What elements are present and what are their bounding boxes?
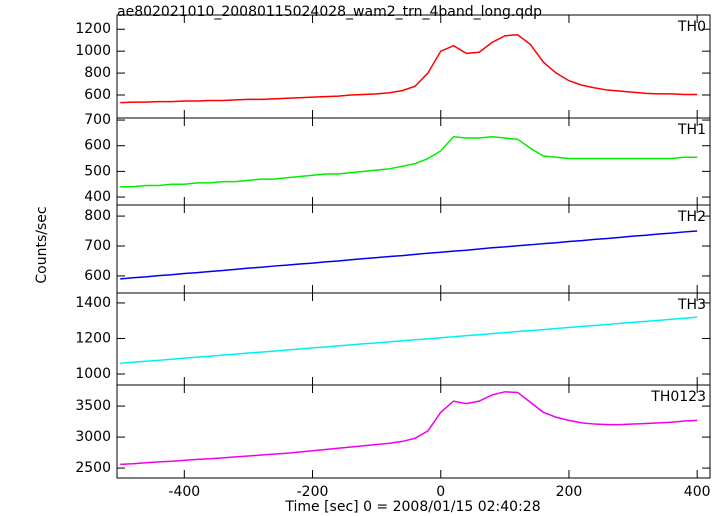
x-tick-label: 0 (436, 484, 445, 500)
series-label: TH2 (677, 209, 706, 225)
series-label: TH3 (677, 297, 706, 313)
y-tick-label: 800 (84, 65, 111, 81)
y-tick-label: 600 (84, 138, 111, 154)
series-line (120, 33, 698, 104)
y-tick-label: 400 (84, 189, 111, 205)
series-label: TH0 (677, 19, 706, 35)
chart-title: ae802021010_20080115024028_wam2_trn_4ban… (117, 4, 542, 20)
y-tick-label: 3500 (75, 398, 111, 414)
x-tick-label: 200 (556, 484, 583, 500)
y-tick-label: 2500 (75, 460, 111, 476)
x-tick-label: -400 (168, 484, 200, 500)
x-tick-label: -200 (297, 484, 329, 500)
y-tick-label: 500 (84, 163, 111, 179)
panel-frame (116, 384, 711, 479)
y-tick-label: 1200 (75, 21, 111, 37)
y-tick-label: 1000 (75, 43, 111, 59)
y-tick-label: 1400 (75, 295, 111, 311)
x-tick-label: 400 (684, 484, 711, 500)
y-axis-label: Counts/sec (34, 206, 50, 283)
series-line (120, 316, 698, 365)
series-label: TH1 (677, 122, 706, 138)
y-tick-label: 3000 (75, 429, 111, 445)
y-tick-label: 1200 (75, 330, 111, 346)
panel-frame (116, 292, 711, 386)
series-label: TH0123 (650, 389, 706, 405)
panel-frame (116, 117, 711, 206)
y-tick-label: 600 (84, 87, 111, 103)
y-tick-label: 700 (84, 112, 111, 128)
y-tick-label: 800 (84, 208, 111, 224)
series-line (120, 135, 698, 188)
y-tick-label: 1000 (75, 366, 111, 382)
series-line (120, 391, 698, 466)
panel-frame (116, 14, 711, 119)
y-tick-label: 700 (84, 238, 111, 254)
y-tick-label: 600 (84, 268, 111, 284)
series-line (120, 230, 698, 280)
x-axis-label: Time [sec] 0 = 2008/01/15 02:40:28 (284, 499, 540, 515)
panel-frame (116, 204, 711, 294)
